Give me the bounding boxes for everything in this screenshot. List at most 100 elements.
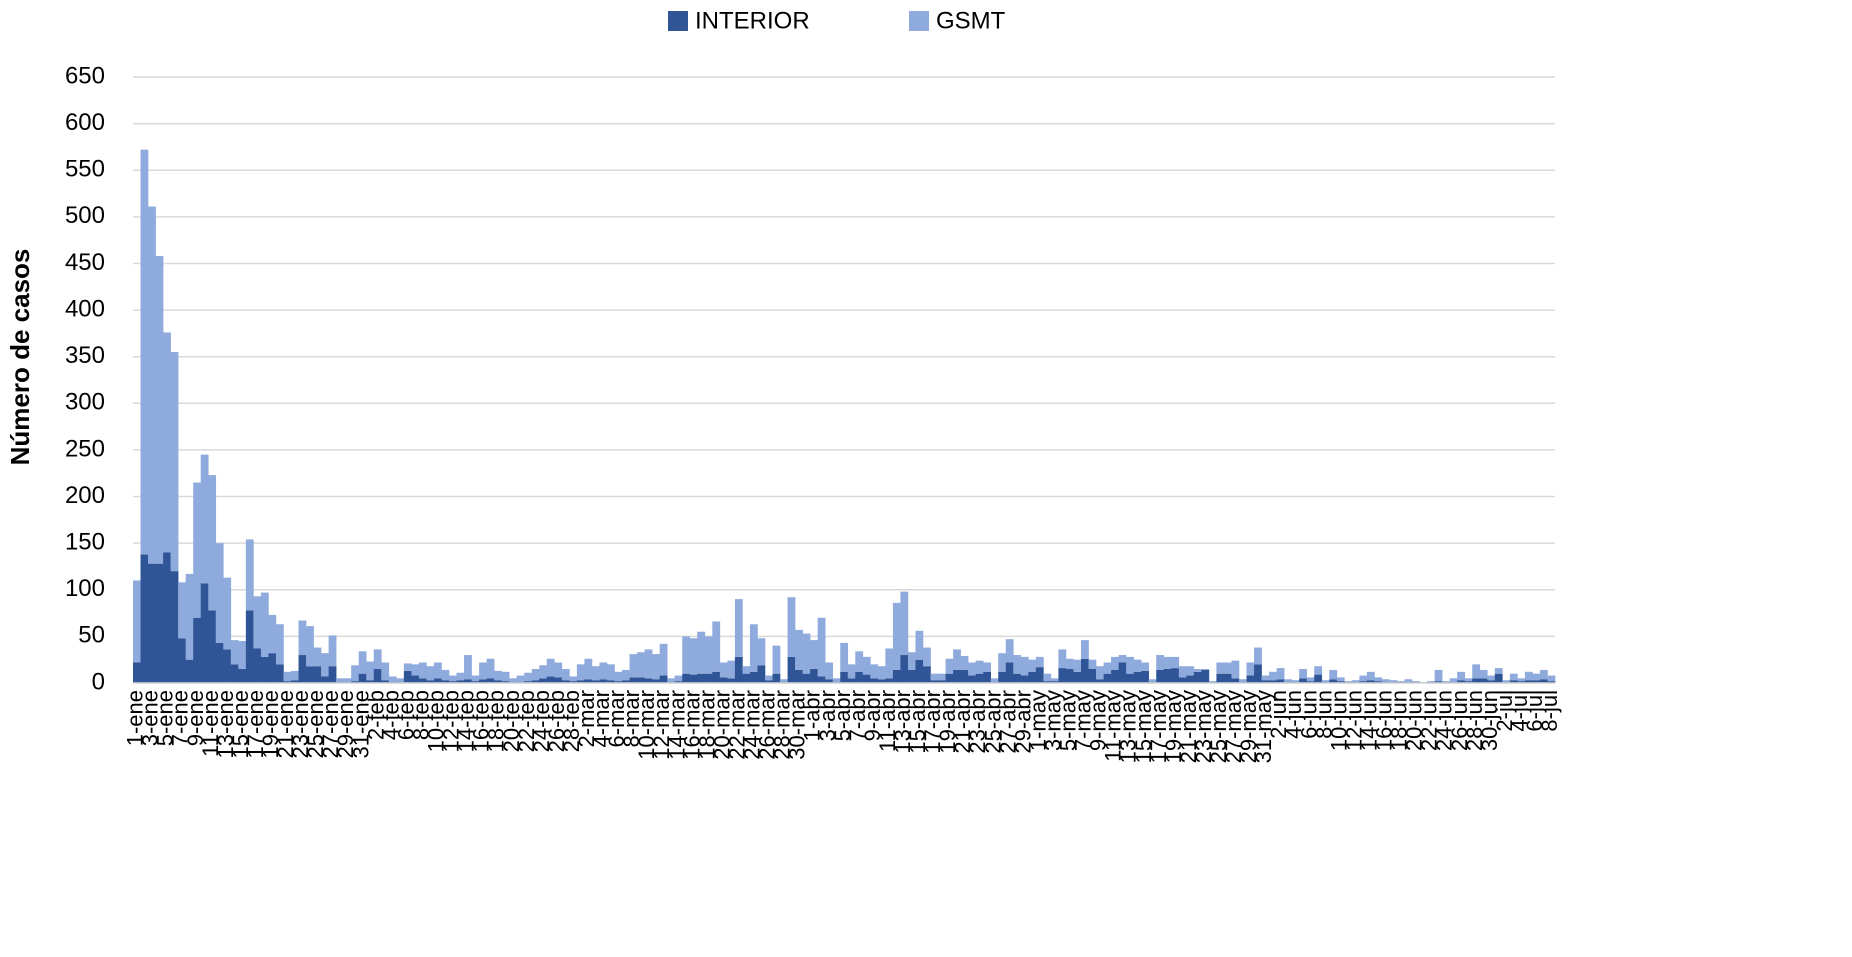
bar [584,658,593,680]
bar [622,680,630,683]
x-tick-label: 24-feb [529,690,554,752]
bar [1050,681,1059,683]
bar [1404,679,1413,683]
x-tick-label: 19-abr [935,690,960,754]
x-tick-label: 12-mar [649,690,674,760]
y-tick-label: 100 [65,575,105,602]
bar [245,539,254,611]
bar [960,655,969,670]
bar [1321,680,1330,683]
bar [983,671,992,683]
bar [1517,681,1526,683]
bar [1081,640,1089,659]
bar [163,552,171,683]
bar [223,577,232,650]
bar [155,256,164,564]
bar [539,678,548,683]
x-tick-label: 9-ene [183,690,208,746]
bar [381,680,390,683]
bar [1005,639,1014,663]
bar [945,658,954,674]
bar [531,680,540,683]
x-tick-label: 17-abr [920,690,945,754]
bar [817,676,826,683]
bar [275,624,284,665]
x-tick-label: 15-may [1131,690,1156,763]
y-tick-label: 0 [92,668,105,695]
bar [599,679,608,683]
bar [418,662,427,679]
bar [456,680,465,683]
bar [275,664,284,683]
bar [1186,675,1195,683]
bar [1231,678,1240,683]
bar [1088,669,1097,683]
bar [757,638,766,666]
x-tick-label: 18-jun [1387,690,1412,751]
bar [1223,662,1232,674]
bar [411,675,420,683]
x-tick-label: 4-jun [1281,690,1306,739]
bar [1043,681,1052,683]
bar [471,681,480,683]
bar [877,679,886,683]
bar [1306,677,1315,682]
x-tick-label: 8-mar [619,690,644,747]
x-tick-label: 5-ene [153,690,178,746]
bar [742,673,751,683]
x-tick-label: 11-abr [875,690,900,752]
bar [614,671,623,682]
bar [870,678,879,683]
bar [644,678,653,683]
bar [644,649,653,679]
bar [1246,675,1255,683]
x-tick-label: 3-may [1040,690,1065,751]
x-tick-label: 3-ene [138,690,163,746]
bar [464,679,472,683]
bar [795,669,803,683]
bar [133,662,141,683]
x-tick-label: 8-feb [408,690,433,740]
bar [953,669,961,683]
bar [546,658,555,677]
bar [772,673,781,683]
bar [915,630,924,660]
bar [253,596,262,649]
x-tick-label: 27-may [1221,690,1246,763]
bar [998,653,1007,672]
bar [727,678,736,683]
bar [245,610,254,683]
x-tick-label: 10-feb [424,690,449,752]
bar [1524,680,1533,683]
x-tick-label: 8-jun [1311,690,1336,739]
bar [1314,674,1323,683]
bar [1261,675,1270,681]
legend-label: INTERIOR [695,7,810,34]
legend-swatch [909,11,929,31]
bar [494,670,502,681]
bar [1427,681,1435,683]
bar [1020,656,1029,676]
bar [1178,677,1187,683]
bar [358,651,367,674]
x-tick-label: 16-jun [1372,690,1397,751]
x-tick-label: 7-may [1071,690,1096,751]
bar [667,678,676,683]
bar [697,631,706,674]
bar [1381,679,1390,683]
bar [847,678,856,683]
bar [1464,681,1473,683]
bar [938,680,946,683]
x-tick-label: 19-may [1161,690,1186,763]
x-tick-label: 26-mar [755,690,780,760]
bar [1096,666,1104,680]
x-tick-label: 23-may [1191,690,1216,763]
bar [1118,662,1127,683]
bar [697,673,706,683]
bar [576,664,585,681]
x-tick-label: 12-feb [439,690,464,752]
bar [336,678,344,683]
bar [501,671,510,682]
legend-swatch [668,11,688,31]
bar [923,666,931,683]
